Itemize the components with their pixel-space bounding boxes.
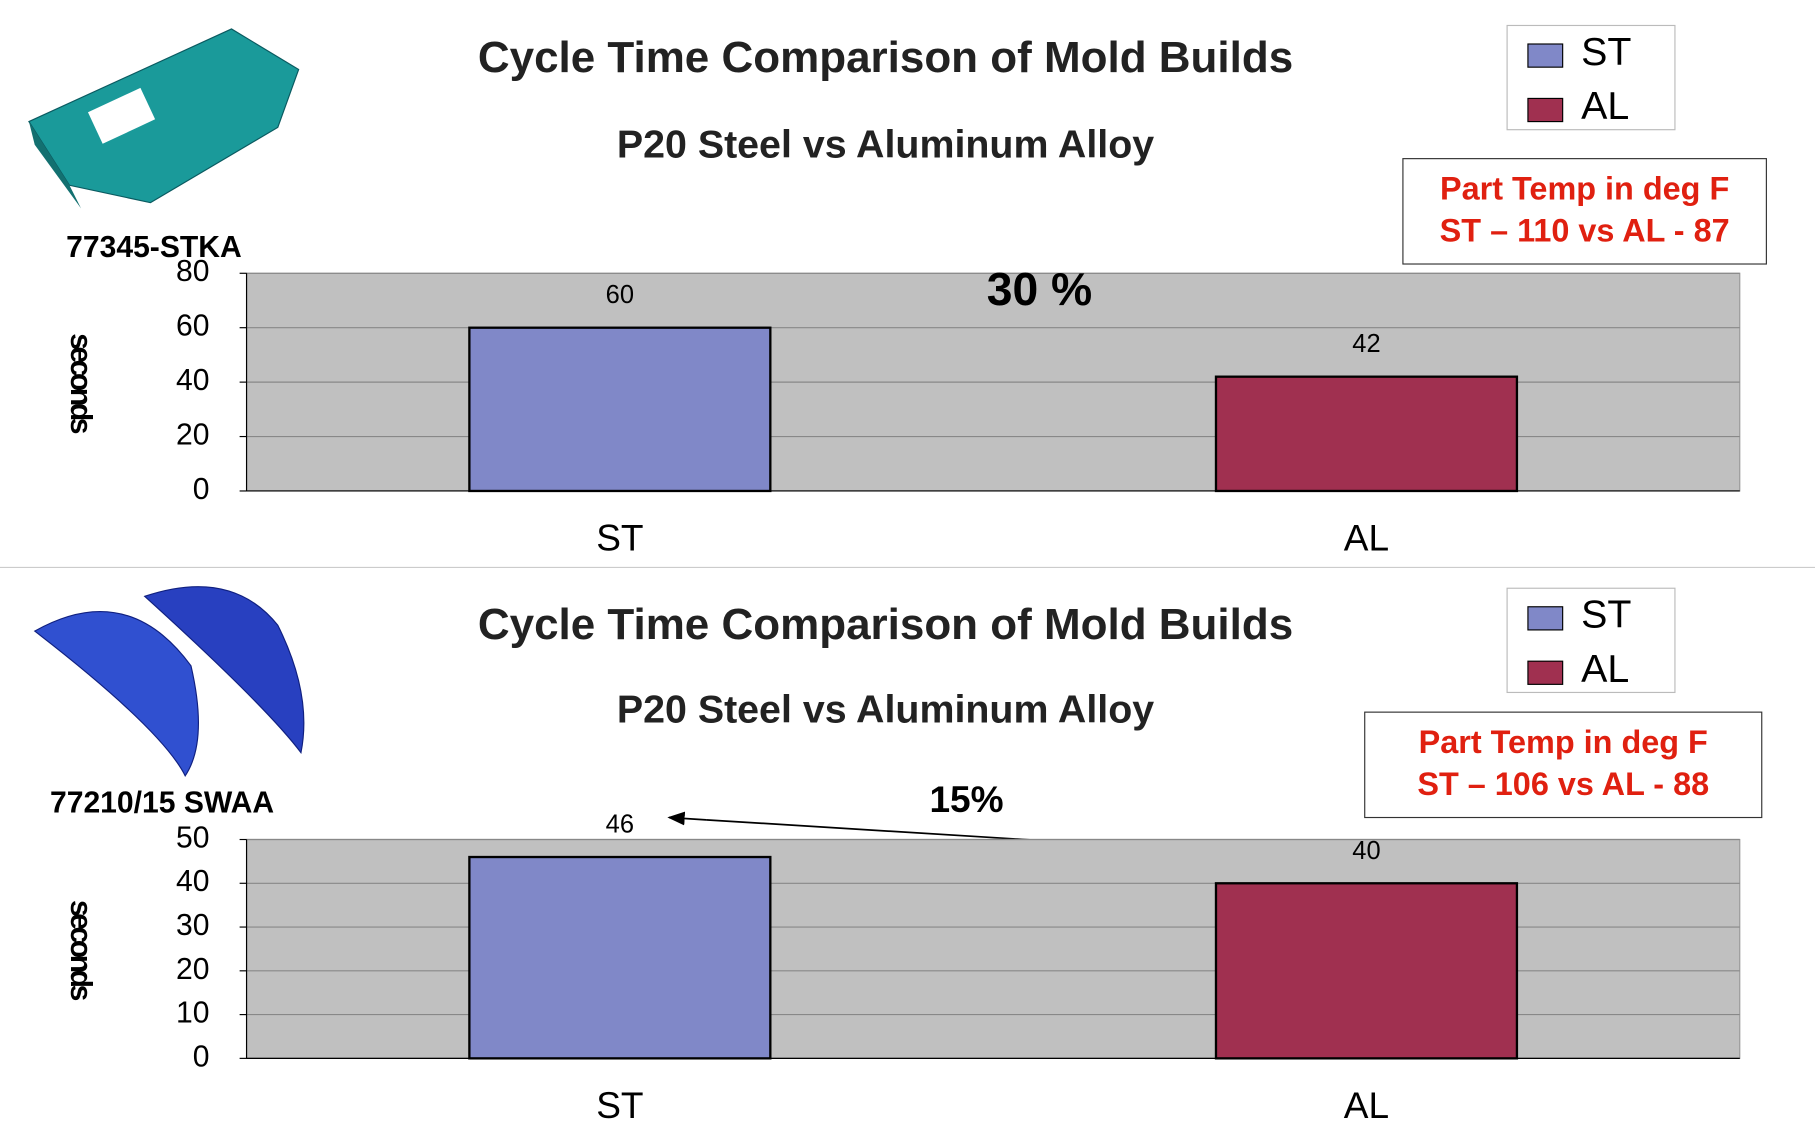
x-tick-label: AL [1344, 517, 1389, 559]
legend-label: AL [1581, 647, 1629, 691]
legend-swatch [1528, 98, 1563, 121]
legend-label: ST [1581, 593, 1631, 637]
annotation: 30 % [987, 263, 1093, 315]
legend-label: ST [1581, 30, 1631, 74]
legend-swatch [1528, 44, 1563, 67]
part-label: 77210/15 SWAA [50, 787, 274, 820]
y-tick-label: 50 [176, 821, 209, 854]
y-tick-label: 0 [193, 473, 210, 506]
y-tick-label: 20 [176, 953, 209, 986]
bar [1216, 883, 1517, 1058]
value-label: 46 [606, 810, 634, 838]
page: 02040608060STST42ALALCycle Time Comparis… [0, 0, 1815, 1129]
y-axis-label: seconds [64, 900, 97, 1001]
y-tick-label: 40 [176, 865, 209, 898]
legend-swatch [1528, 661, 1563, 684]
bar [469, 857, 770, 1058]
chart-title: Cycle Time Comparison of Mold Builds [478, 33, 1293, 82]
note-line: ST – 106 vs AL - 88 [1417, 766, 1709, 802]
y-tick-label: 30 [176, 909, 209, 942]
y-tick-label: 10 [176, 997, 209, 1030]
annotation: 15% [929, 778, 1003, 820]
part-label: 77345-STKA [66, 231, 242, 264]
chart-subtitle: P20 Steel vs Aluminum Alloy [617, 688, 1154, 732]
value-label: 40 [1352, 837, 1380, 865]
x-tick-label: ST [596, 1084, 643, 1126]
legend-swatch [1528, 607, 1563, 630]
x-tick-label: AL [1344, 1084, 1389, 1126]
note-line: Part Temp in deg F [1419, 724, 1708, 760]
value-label: 42 [1352, 330, 1380, 358]
y-axis-label: seconds [64, 333, 97, 434]
y-tick-label: 40 [176, 364, 209, 397]
y-tick-label: 60 [176, 310, 209, 343]
chart-subtitle: P20 Steel vs Aluminum Alloy [617, 122, 1154, 166]
bar [469, 328, 770, 491]
chart-title: Cycle Time Comparison of Mold Builds [478, 600, 1293, 649]
x-tick-label: ST [596, 517, 643, 559]
value-label: 60 [606, 281, 634, 309]
note-line: Part Temp in deg F [1440, 171, 1729, 207]
note-line: ST – 110 vs AL - 87 [1440, 212, 1730, 248]
y-tick-label: 0 [193, 1040, 210, 1073]
legend-label: AL [1581, 84, 1629, 128]
bar [1216, 377, 1517, 491]
y-tick-label: 20 [176, 418, 209, 451]
